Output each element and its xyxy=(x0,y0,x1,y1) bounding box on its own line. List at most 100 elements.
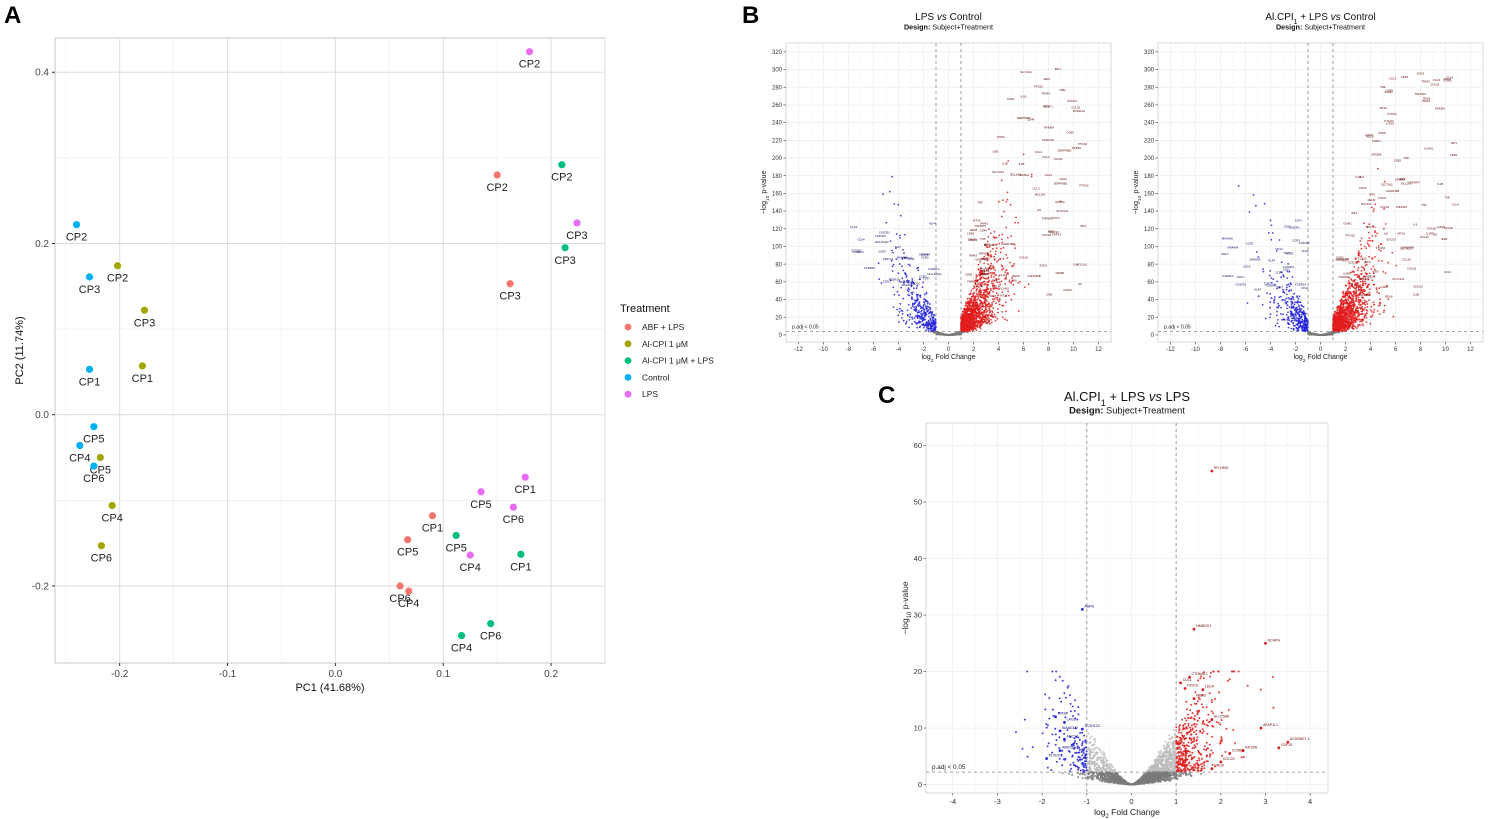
volcano-point xyxy=(1005,253,1007,256)
volcano-point xyxy=(1005,277,1007,280)
volcano-point xyxy=(898,311,901,313)
volcano-point xyxy=(919,296,922,298)
volcano-point xyxy=(951,333,954,336)
volcano-point xyxy=(1010,298,1013,301)
volcano-point xyxy=(990,313,993,316)
pca-point xyxy=(96,453,104,462)
volcano-point xyxy=(970,309,973,312)
volcano-point xyxy=(909,313,912,316)
pca-point-label: CP3 xyxy=(79,284,100,296)
volcano-point xyxy=(975,295,977,298)
volcano-y-tick-label: 180 xyxy=(772,174,783,180)
volcano-y-axis-label: −log10 p-value xyxy=(761,170,771,214)
volcano-point xyxy=(1304,312,1307,315)
volcano-point xyxy=(981,313,984,316)
pca-point xyxy=(140,306,149,314)
volcano-point xyxy=(975,318,978,321)
volcano-point xyxy=(960,316,962,318)
volcano-point xyxy=(923,308,925,311)
pca-point-label: CP3 xyxy=(134,317,155,329)
volcano-point xyxy=(919,325,922,328)
volcano-point xyxy=(914,308,917,310)
volcano-point xyxy=(989,250,992,253)
pca-point-label: CP6 xyxy=(91,553,112,565)
volcano-gene-label: IL1B xyxy=(1021,94,1027,98)
volcano-point xyxy=(1030,175,1033,178)
volcano-point xyxy=(892,251,894,254)
volcano-point xyxy=(969,292,972,294)
volcano-point xyxy=(1000,264,1003,267)
volcano-point xyxy=(993,230,996,233)
volcano-point xyxy=(1022,153,1025,156)
volcano-x-tick-label: 12 xyxy=(1095,347,1102,353)
volcano-point xyxy=(1005,269,1008,272)
volcano-point xyxy=(1273,299,1275,302)
volcano-point xyxy=(1001,199,1004,202)
legend-label: ABF + LPS xyxy=(642,322,685,332)
volcano-point xyxy=(983,262,985,265)
volcano-point xyxy=(929,307,931,309)
volcano-point xyxy=(1395,264,1398,267)
volcano-gene-label: TNF xyxy=(992,279,998,283)
volcano-point xyxy=(964,312,966,315)
volcano-gene-label: CD44 xyxy=(980,229,988,233)
volcano-y-tick-label: 320 xyxy=(1144,50,1155,56)
volcano-point xyxy=(901,312,904,315)
volcano-point xyxy=(988,302,990,304)
volcano-gene-label: CCL4 xyxy=(1052,216,1060,220)
volcano-point xyxy=(980,292,983,294)
volcano-point xyxy=(986,287,989,290)
volcano-point xyxy=(1286,304,1289,307)
volcano-point xyxy=(896,308,898,311)
volcano-point xyxy=(1370,305,1373,308)
volcano-point xyxy=(1270,238,1273,241)
volcano-point xyxy=(1364,282,1367,285)
volcano-point xyxy=(1010,282,1013,284)
volcano-gene-label: NFKBIA xyxy=(1044,125,1054,129)
volcano-point xyxy=(919,313,922,315)
volcano-point xyxy=(1376,291,1378,293)
volcano-point xyxy=(1002,267,1005,270)
pca-point-label: CP3 xyxy=(499,291,520,303)
volcano-point xyxy=(986,318,989,321)
volcano-point xyxy=(904,272,907,275)
volcano-point xyxy=(1360,266,1363,268)
volcano-point xyxy=(1003,210,1005,213)
volcano-point xyxy=(1366,242,1369,245)
volcano-point xyxy=(932,314,935,316)
volcano-point xyxy=(980,311,983,314)
volcano-point xyxy=(919,321,922,323)
volcano-point xyxy=(933,330,935,333)
volcano-gene-label: SERPINB2 xyxy=(1058,148,1072,152)
volcano-gene-label: SOCS3 xyxy=(1055,200,1065,204)
volcano-point xyxy=(1290,305,1293,308)
volcano-point xyxy=(1356,273,1358,276)
volcano-point xyxy=(984,308,987,310)
volcano-gene-label: SOD2 xyxy=(1039,264,1047,268)
volcano-point xyxy=(958,333,961,336)
volcano-point xyxy=(963,308,966,310)
volcano-point xyxy=(897,314,900,317)
volcano-point xyxy=(922,312,924,315)
volcano-point xyxy=(981,308,984,311)
volcano-point xyxy=(989,310,992,312)
volcano-point xyxy=(909,264,911,267)
volcano-point xyxy=(1000,280,1003,283)
volcano-point xyxy=(1356,269,1359,271)
volcano-point xyxy=(979,320,982,323)
volcano-point xyxy=(930,319,932,322)
legend-swatch xyxy=(624,357,632,364)
volcano-gene-label: SLC7A11 xyxy=(992,170,1004,174)
volcano-point xyxy=(990,289,992,291)
volcano-point xyxy=(1282,290,1284,293)
volcano-point xyxy=(1267,232,1270,234)
volcano-point xyxy=(1005,226,1008,229)
volcano-point xyxy=(1363,222,1365,225)
volcano-point xyxy=(1354,315,1356,317)
volcano-point xyxy=(924,318,927,321)
volcano-point xyxy=(893,203,896,205)
volcano-point xyxy=(991,311,994,314)
volcano-point xyxy=(976,315,978,318)
pca-point-label: CP6 xyxy=(503,514,524,526)
volcano-point xyxy=(970,323,972,326)
